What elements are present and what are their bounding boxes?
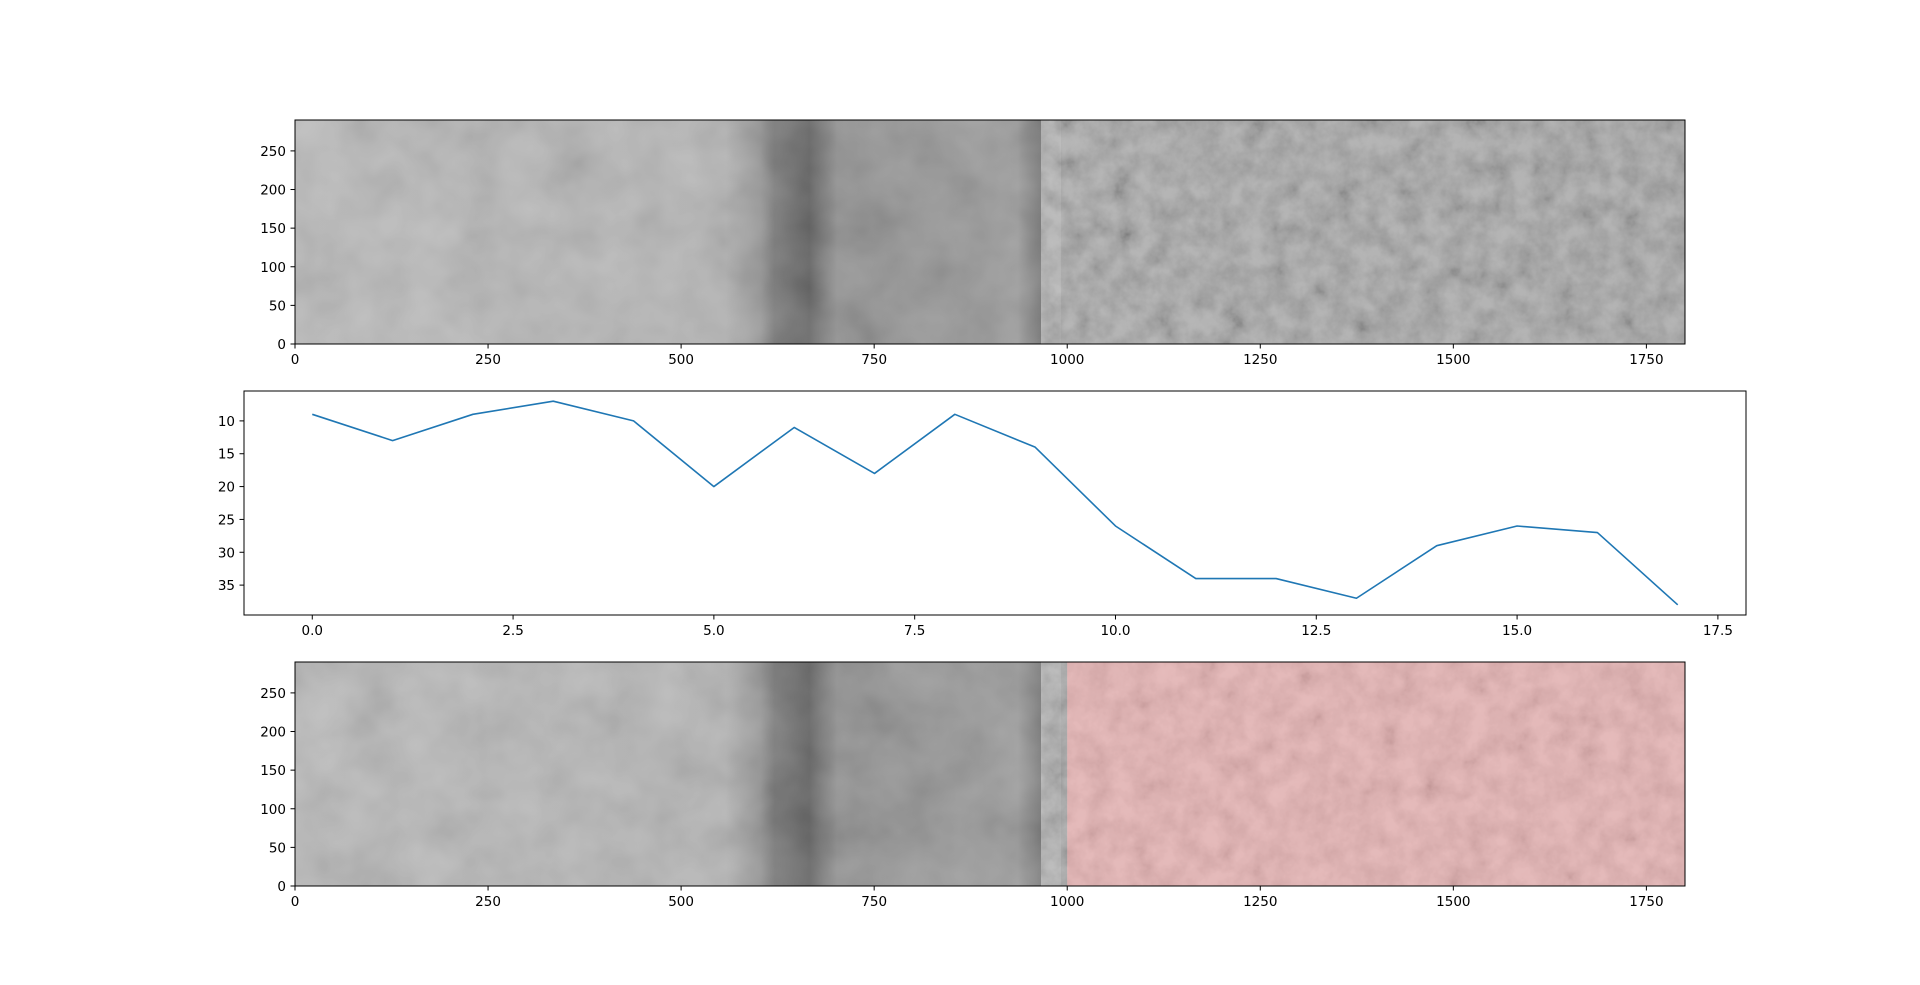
- image-top-x-tick-label-4: 1000: [1050, 352, 1084, 368]
- line-x-tick-label-1: 2.5: [502, 623, 523, 639]
- line-y-tick-label-0: 10: [218, 414, 235, 430]
- line-y-tick-label-5: 35: [218, 578, 235, 594]
- image-top-frame: [294, 119, 1686, 345]
- line-x-tick-label-0: 0.0: [302, 623, 323, 639]
- line-series-group: [312, 400, 1679, 606]
- image-bottom-red-overlay-texture: [1067, 662, 1685, 886]
- image-top-y-tick-label-3: 150: [260, 221, 286, 237]
- image-bottom-y-tick-label-4: 200: [260, 725, 286, 741]
- line-panel: 0.0 2.5 5.0 7.5 10.0 12.5 15.0 17.5 10 15 20 25 30 3…: [218, 390, 1747, 639]
- image-bottom-x-tick-label-5: 1250: [1243, 894, 1277, 910]
- image-top-x-tick-label-5: 1250: [1243, 352, 1277, 368]
- image-top-y-axis: 0 50 100 150 200 250: [260, 144, 295, 353]
- image-bottom-y-tick-label-0: 0: [277, 879, 286, 895]
- image-top-x-tick-label-1: 250: [475, 352, 501, 368]
- image-bottom-y-tick-label-5: 250: [260, 686, 286, 702]
- image-bottom-texture-smooth: [295, 662, 1061, 886]
- line-x-tick-label-7: 17.5: [1703, 623, 1733, 639]
- image-bottom-y-tick-label-2: 100: [260, 802, 286, 818]
- line-x-tick-label-3: 7.5: [904, 623, 925, 639]
- image-top-texture-smooth: [295, 120, 1061, 344]
- image-bottom-x-tick-label-6: 1500: [1436, 894, 1470, 910]
- image-bottom-x-tick-label-0: 0: [291, 894, 300, 910]
- image-bottom-frame: [294, 661, 1686, 887]
- line-x-tick-label-4: 10.0: [1100, 623, 1130, 639]
- image-bottom-y-axis: 0 50 100 150 200 250: [260, 686, 295, 895]
- line-y-tick-label-4: 30: [218, 545, 235, 561]
- image-top-x-tick-label-6: 1500: [1436, 352, 1470, 368]
- line-y-tick-label-1: 15: [218, 447, 235, 463]
- image-top-y-tick-label-1: 50: [269, 298, 286, 314]
- line-x-axis: 0.0 2.5 5.0 7.5 10.0 12.5 15.0 17.5: [302, 615, 1733, 639]
- image-top-texture-rough: [1041, 120, 1685, 344]
- line-series-0: [312, 400, 1679, 606]
- image-bottom-x-tick-label-4: 1000: [1050, 894, 1084, 910]
- line-plot-frame: [243, 390, 1747, 616]
- image-bottom-x-tick-label-1: 250: [475, 894, 501, 910]
- image-top-y-tick-label-4: 200: [260, 183, 286, 199]
- image-bottom-overlay-group: [1067, 662, 1685, 886]
- image-bottom-y-tick-label-1: 50: [269, 840, 286, 856]
- image-top-x-tick-label-7: 1750: [1629, 352, 1663, 368]
- image-bottom-x-tick-label-2: 500: [668, 894, 694, 910]
- image-bottom-y-tick-label-3: 150: [260, 763, 286, 779]
- image-top-y-tick-label-2: 100: [260, 260, 286, 276]
- image-top-x-axis: 0 250 500 750 1000 1250 1500 1750: [291, 344, 1664, 368]
- line-y-axis: 10 15 20 25 30 35: [218, 414, 244, 594]
- image-top-y-tick-label-5: 250: [260, 144, 286, 160]
- image-panel-bottom: 0 250 500 750 1000 1250 1500 1750 0 50 100 150 200 2…: [260, 661, 1686, 910]
- image-bottom-x-tick-label-3: 750: [861, 894, 887, 910]
- image-top-x-tick-label-2: 500: [668, 352, 694, 368]
- line-y-tick-label-2: 20: [218, 480, 235, 496]
- line-y-tick-label-3: 25: [218, 512, 235, 528]
- image-panel-top: 0 250 500 750 1000 1250 1500 1750 0 50 100 150 200 2…: [260, 119, 1686, 368]
- line-x-tick-label-2: 5.0: [703, 623, 724, 639]
- image-top-x-tick-label-3: 750: [861, 352, 887, 368]
- image-bottom-x-tick-label-7: 1750: [1629, 894, 1663, 910]
- line-x-tick-label-5: 12.5: [1301, 623, 1331, 639]
- image-top-x-tick-label-0: 0: [291, 352, 300, 368]
- line-x-tick-label-6: 15.0: [1502, 623, 1532, 639]
- image-top-y-tick-label-0: 0: [277, 337, 286, 353]
- image-bottom-x-axis: 0 250 500 750 1000 1250 1500 1750: [291, 886, 1664, 910]
